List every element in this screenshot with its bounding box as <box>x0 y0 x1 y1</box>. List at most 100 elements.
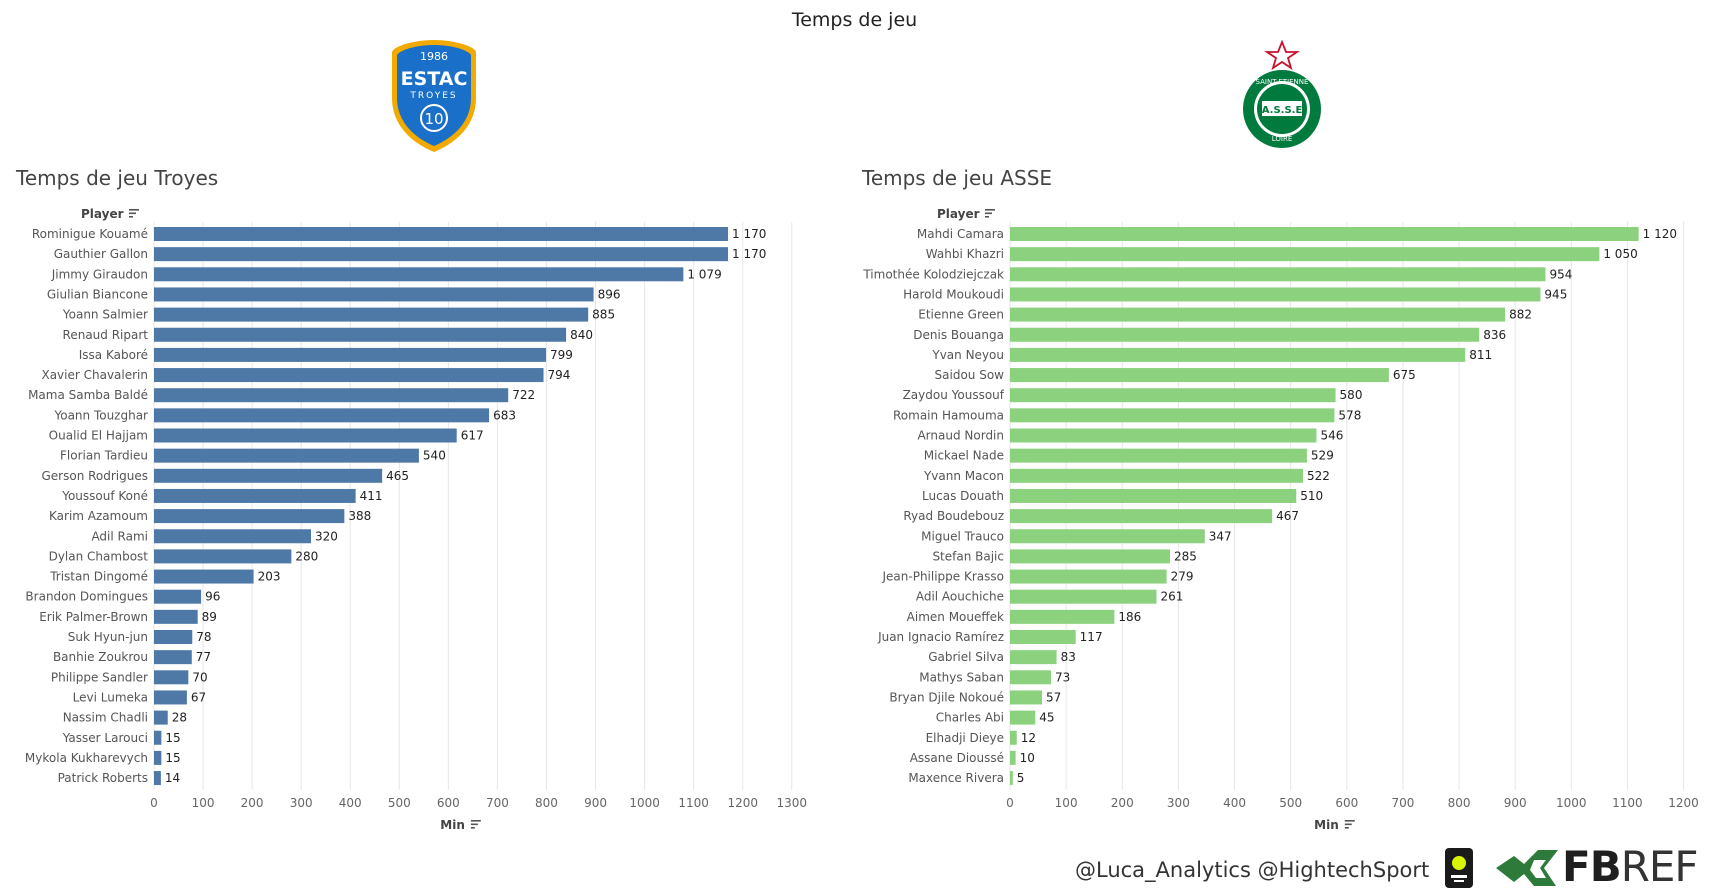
asse-bar[interactable] <box>1010 730 1017 745</box>
asse-bar[interactable] <box>1010 227 1639 241</box>
asse-bar[interactable] <box>1010 589 1157 604</box>
troyes-min-sort-icon[interactable] <box>470 820 481 829</box>
asse-bar[interactable] <box>1010 750 1016 765</box>
asse-bar[interactable] <box>1010 549 1170 564</box>
troyes-bar[interactable] <box>154 428 457 443</box>
asse-player-sort-icon[interactable] <box>985 209 995 218</box>
asse-bar[interactable] <box>1010 488 1297 503</box>
troyes-bar[interactable] <box>154 609 198 624</box>
troyes-player-label: Giulian Biancone <box>47 287 148 301</box>
troyes-bar[interactable] <box>154 730 162 745</box>
asse-value-label: 10 <box>1020 751 1035 765</box>
troyes-value-label: 96 <box>205 590 220 604</box>
asse-value-label: 1 120 <box>1643 227 1677 241</box>
asse-bar[interactable] <box>1010 347 1466 362</box>
troyes-bar[interactable] <box>154 307 589 322</box>
troyes-bar[interactable] <box>154 408 490 423</box>
troyes-bar[interactable] <box>154 650 192 665</box>
asse-bar[interactable] <box>1010 428 1317 443</box>
asse-bar[interactable] <box>1010 468 1303 483</box>
troyes-bar[interactable] <box>154 509 345 524</box>
asse-bar[interactable] <box>1010 368 1389 383</box>
asse-player-label: Jean-Philippe Krasso <box>882 570 1005 584</box>
troyes-bar[interactable] <box>154 710 168 725</box>
asse-player-label: Romain Hamouma <box>893 408 1004 422</box>
asse-value-label: 279 <box>1171 570 1194 584</box>
asse-bar[interactable] <box>1010 630 1076 644</box>
asse-bar[interactable] <box>1010 609 1115 624</box>
asse-bar[interactable] <box>1010 710 1036 725</box>
footer-credit: @Luca_Analytics @HightechSport <box>1075 858 1430 882</box>
asse-bar[interactable] <box>1010 287 1541 302</box>
troyes-bar[interactable] <box>154 227 729 241</box>
fbref-ref: REF <box>1620 842 1699 891</box>
asse-bar[interactable] <box>1010 267 1546 282</box>
asse-bar[interactable] <box>1010 448 1307 463</box>
troyes-value-label: 1 170 <box>732 227 766 241</box>
asse-bar[interactable] <box>1010 408 1335 423</box>
asse-value-label: 546 <box>1320 429 1343 443</box>
troyes-bar[interactable] <box>154 287 594 302</box>
asse-bar[interactable] <box>1010 670 1051 685</box>
troyes-bar[interactable] <box>154 589 202 604</box>
asse-bar[interactable] <box>1010 569 1167 584</box>
troyes-bar[interactable] <box>154 388 509 403</box>
troyes-value-label: 840 <box>570 328 593 342</box>
troyes-player-sort-icon[interactable] <box>129 209 139 218</box>
asse-bar[interactable] <box>1010 650 1057 665</box>
asse-value-label: 83 <box>1061 650 1076 664</box>
asse-value-label: 945 <box>1544 287 1567 301</box>
asse-bar[interactable] <box>1010 307 1506 322</box>
troyes-bar[interactable] <box>154 549 292 564</box>
asse-bar-chart: 0 100 200 300 400 500 600 700 800 900 1000 1100 1200… <box>862 207 1699 832</box>
troyes-bar[interactable] <box>154 247 729 262</box>
troyes-value-label: 411 <box>360 489 383 503</box>
troyes-bar[interactable] <box>154 750 162 765</box>
troyes-bar[interactable] <box>154 690 187 705</box>
asse-value-label: 578 <box>1338 408 1361 422</box>
asse-value-label: 510 <box>1300 489 1323 503</box>
asse-player-label: Miguel Trauco <box>921 529 1004 543</box>
troyes-bar[interactable] <box>154 630 193 644</box>
asse-player-label: Mickael Nade <box>924 449 1004 463</box>
asse-value-label: 836 <box>1483 328 1506 342</box>
asse-player-label: Yvan Neyou <box>931 348 1004 362</box>
troyes-player-label: Banhie Zoukrou <box>53 650 148 664</box>
asse-value-label: 12 <box>1021 731 1036 745</box>
troyes-bar[interactable] <box>154 448 419 463</box>
troyes-bar[interactable] <box>154 488 356 503</box>
asse-player-label: Ryad Boudebouz <box>903 509 1004 523</box>
troyes-bar[interactable] <box>154 267 684 282</box>
troyes-player-label: Dylan Chambost <box>49 549 149 563</box>
asse-value-label: 529 <box>1311 449 1334 463</box>
troyes-player-label: Renaud Ripart <box>63 328 149 342</box>
troyes-value-label: 1 170 <box>732 247 766 261</box>
asse-bar[interactable] <box>1010 771 1013 786</box>
troyes-x-tick-label: 900 <box>584 796 607 810</box>
asse-value-label: 954 <box>1549 267 1572 281</box>
troyes-bar[interactable] <box>154 670 189 685</box>
asse-bar[interactable] <box>1010 388 1336 403</box>
asse-player-label: Mahdi Camara <box>917 227 1004 241</box>
troyes-value-label: 896 <box>598 287 621 301</box>
asse-bar[interactable] <box>1010 509 1273 524</box>
asse-bar[interactable] <box>1010 690 1042 705</box>
troyes-x-tick-label: 1000 <box>629 796 660 810</box>
troyes-bar[interactable] <box>154 368 544 383</box>
troyes-bar[interactable] <box>154 771 161 786</box>
asse-value-label: 57 <box>1046 690 1061 704</box>
troyes-bar[interactable] <box>154 347 546 362</box>
troyes-value-label: 15 <box>165 751 180 765</box>
troyes-bar[interactable] <box>154 569 254 584</box>
troyes-player-label: Yasser Larouci <box>62 731 148 745</box>
troyes-bar[interactable] <box>154 468 383 483</box>
asse-bar[interactable] <box>1010 529 1205 544</box>
asse-min-sort-icon[interactable] <box>1344 820 1355 829</box>
asse-x-tick-label: 500 <box>1279 796 1302 810</box>
troyes-category-header: Player <box>81 207 124 221</box>
asse-bar[interactable] <box>1010 247 1600 262</box>
asse-value-label: 117 <box>1080 630 1103 644</box>
troyes-bar[interactable] <box>154 529 311 544</box>
troyes-bar[interactable] <box>154 327 567 342</box>
asse-bar[interactable] <box>1010 327 1480 342</box>
